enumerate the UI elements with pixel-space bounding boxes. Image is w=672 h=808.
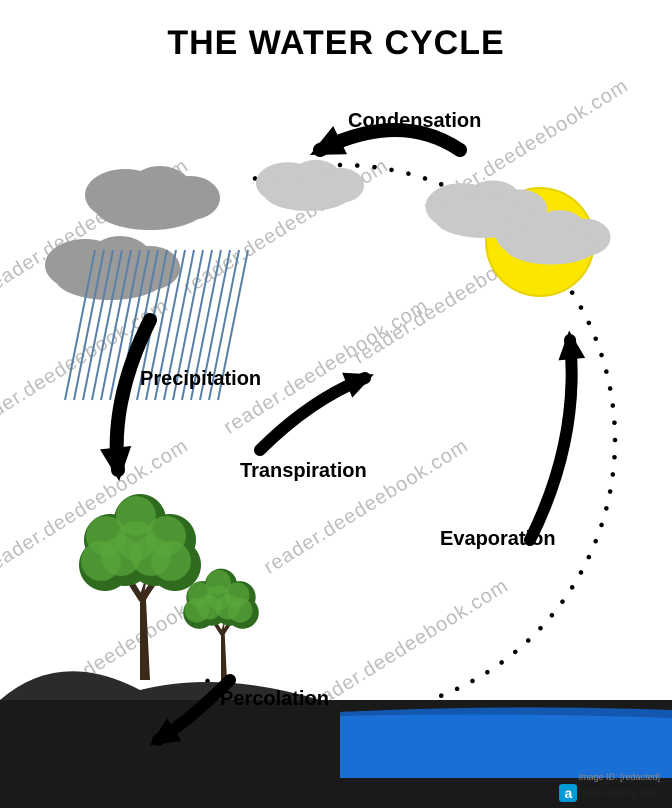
label-percolation: Percolation bbox=[220, 688, 329, 711]
label-evaporation: Evaporation bbox=[440, 528, 556, 551]
trees-group bbox=[79, 494, 259, 684]
label-condensation: Condensation bbox=[348, 110, 481, 133]
label-transpiration: Transpiration bbox=[240, 460, 367, 483]
label-precipitation: Precipitation bbox=[140, 368, 261, 391]
footer-image-id: Image ID: [redacted] bbox=[578, 772, 660, 782]
footer-logo: a www.alamy.com bbox=[559, 784, 660, 802]
diagram-canvas: THE WATER CYCLE reader.deedeebook.comrea… bbox=[0, 0, 672, 808]
scene-svg bbox=[0, 0, 672, 808]
footer-site: www.alamy.com bbox=[581, 787, 660, 799]
alamy-badge-icon: a bbox=[559, 784, 577, 802]
